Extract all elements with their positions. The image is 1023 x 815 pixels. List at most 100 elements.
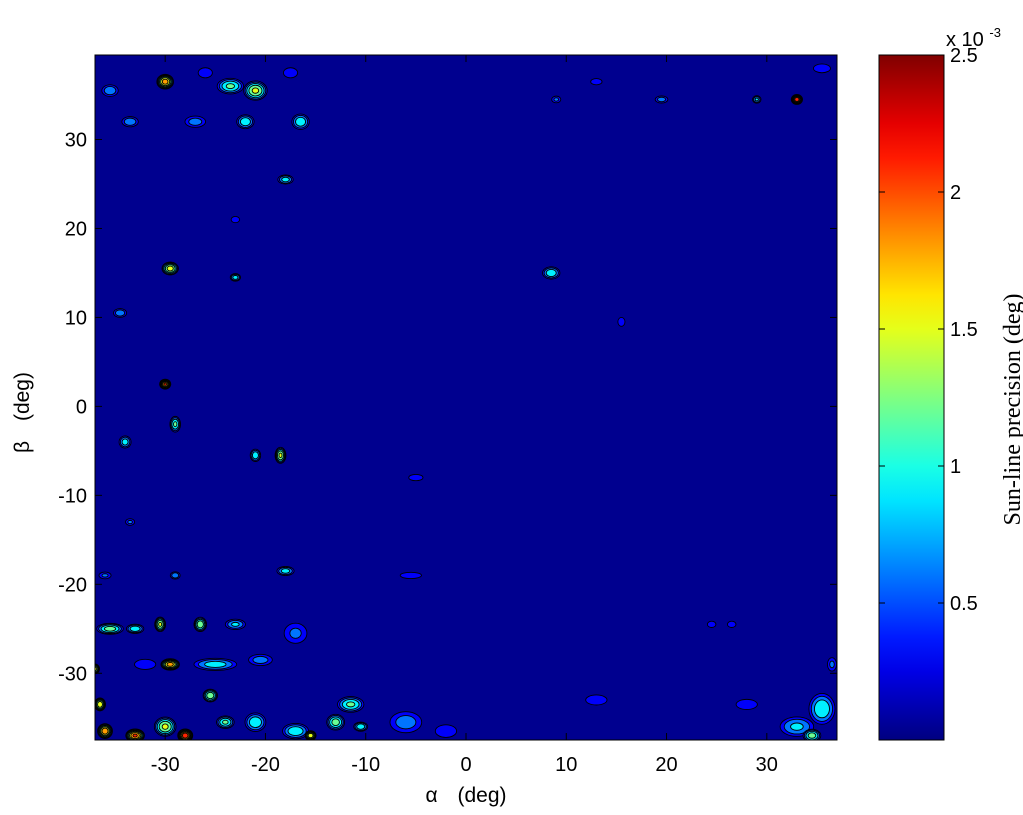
colorbar-tick-label: 0.5 — [950, 593, 978, 615]
y-tick-label: 30 — [65, 130, 87, 152]
contour-peak — [202, 688, 218, 703]
contour-peak — [134, 658, 157, 670]
contour-peak — [337, 696, 365, 713]
contour-level — [727, 620, 737, 628]
contour-regions — [95, 63, 837, 740]
contour-peak — [216, 77, 245, 95]
colorbar-tick-label: 1.5 — [950, 319, 978, 341]
contour-level — [280, 568, 291, 574]
contour-level — [289, 627, 302, 639]
contour-peak — [274, 446, 287, 464]
contour-peak — [282, 722, 310, 740]
colorbar-tick-label: 2.5 — [950, 45, 978, 67]
x-tick-label: -20 — [251, 754, 280, 776]
x-tick-label: 10 — [555, 754, 577, 776]
contour-peak — [813, 63, 831, 74]
contour-level — [103, 86, 117, 96]
contour-level — [158, 621, 163, 627]
x-tick-label: -30 — [151, 754, 180, 776]
contour-level — [103, 625, 117, 632]
x-axis-unit: (deg) — [457, 784, 506, 807]
contour-peak — [121, 116, 139, 128]
contour-level — [251, 87, 260, 94]
contour-peak — [826, 657, 837, 672]
contour-peak — [617, 317, 626, 327]
contour-level — [197, 67, 213, 79]
contour-level — [790, 722, 804, 731]
contour-level — [188, 117, 203, 126]
contour-level — [132, 733, 138, 738]
contour-level — [166, 265, 174, 272]
contour-level — [794, 97, 800, 102]
contour-level — [171, 572, 180, 579]
contour-peak — [276, 565, 295, 576]
contour-level — [127, 519, 133, 525]
contour-peak — [248, 653, 273, 667]
contour-peak — [193, 657, 238, 671]
contour-peak — [353, 721, 369, 732]
contour-peak — [159, 378, 172, 390]
contour-peak — [277, 174, 294, 185]
contour-peak — [542, 266, 561, 280]
contour-peak — [96, 622, 124, 635]
contour-peak — [125, 518, 136, 526]
contour-level — [163, 382, 167, 386]
contour-level — [278, 452, 283, 458]
contour-peak — [197, 67, 213, 79]
contour-level — [252, 655, 269, 664]
contour-peak — [790, 94, 803, 105]
contour-level — [399, 571, 422, 580]
contour-peak — [236, 114, 255, 130]
contour-level — [114, 309, 126, 317]
y-tick-label: 10 — [65, 307, 87, 329]
contour-level — [101, 573, 109, 578]
contour-level — [434, 724, 458, 738]
contour-level — [282, 67, 299, 79]
contour-peak — [118, 435, 132, 449]
contour-level — [813, 699, 830, 719]
contour-level — [545, 268, 557, 277]
contour-level — [356, 723, 366, 730]
x-axis-label: α (deg) — [425, 784, 506, 807]
contour-peak — [304, 730, 317, 740]
x-tick-label: 0 — [460, 754, 471, 776]
contour-level — [123, 117, 137, 126]
contour-peak — [706, 620, 717, 628]
contour-level — [807, 732, 817, 739]
contour-peak — [408, 473, 424, 482]
contour-level — [813, 63, 831, 74]
contour-level — [590, 78, 603, 86]
contour-peak — [95, 697, 106, 712]
y-axis-symbol: β — [11, 441, 34, 453]
contour-peak — [434, 724, 458, 738]
y-axis-label: β (deg) — [11, 372, 34, 453]
contour-peak — [161, 261, 179, 276]
contour-level — [617, 317, 626, 327]
contour-peak — [216, 715, 235, 729]
y-tick-label: 0 — [76, 396, 87, 418]
contour-level — [181, 732, 189, 739]
contour-peak — [153, 716, 177, 737]
contour-peak — [177, 728, 194, 740]
plot-area — [95, 55, 837, 740]
contour-level — [129, 625, 141, 632]
contour-level — [295, 116, 307, 127]
contour-peak — [590, 78, 603, 86]
colorbar-exponent: x 10 -3 — [946, 25, 1001, 51]
contour-level — [204, 660, 227, 668]
x-tick-label: -10 — [351, 754, 380, 776]
colorbar-tick-label: 2 — [950, 182, 961, 204]
x-tick-label: 30 — [756, 754, 778, 776]
contour-level — [121, 438, 129, 446]
contour-peak — [98, 571, 112, 580]
contour-level — [222, 719, 229, 725]
x-axis: -30 -20 -10 0 10 20 30 — [151, 55, 778, 776]
contour-peak — [735, 698, 758, 710]
contour-level — [754, 97, 759, 102]
contour-peak — [169, 415, 181, 433]
contour-level — [553, 97, 559, 102]
contour-level — [232, 275, 239, 280]
contour-level — [395, 715, 417, 730]
contour-peak — [808, 693, 836, 725]
